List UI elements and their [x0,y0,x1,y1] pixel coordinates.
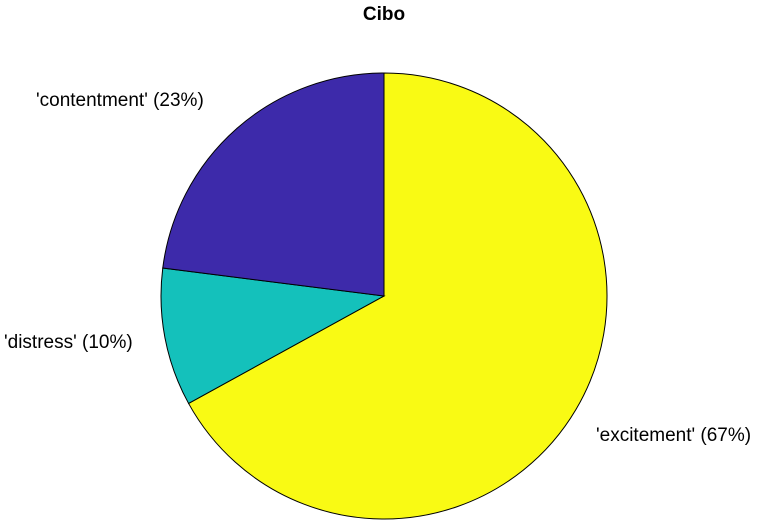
slice-label-distress: 'distress' (10%) [4,332,133,353]
pie-labels: 'excitement' (67%) 'distress' (10%) 'conte… [4,90,751,446]
chart-title: Cibo [363,4,405,25]
pie-slice-excitement [187,72,608,520]
slice-label-excitement: 'excitement' (67%) [596,425,751,446]
pie-slices [160,72,608,520]
slice-label-contentment: 'contentment' (23%) [36,90,204,111]
pie-slice-contentment [162,72,385,297]
pie-slice-distress [160,267,386,405]
